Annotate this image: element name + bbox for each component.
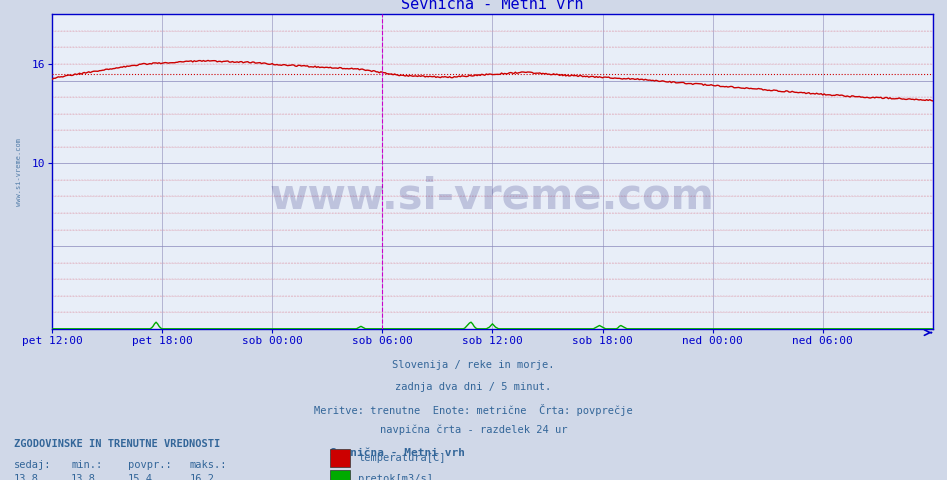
Text: Sevnična - Metni vrh: Sevnična - Metni vrh	[330, 448, 465, 458]
Text: povpr.:: povpr.:	[128, 459, 171, 469]
Text: Slovenija / reke in morje.: Slovenija / reke in morje.	[392, 360, 555, 370]
Bar	[330, 470, 350, 480]
Text: 16,2: 16,2	[189, 474, 214, 480]
Text: min.:: min.:	[71, 459, 102, 469]
Text: Meritve: trenutne  Enote: metrične  Črta: povprečje: Meritve: trenutne Enote: metrične Črta: …	[314, 404, 633, 416]
Text: 13,8: 13,8	[14, 474, 39, 480]
Title: Sevnična - Metni vrh: Sevnična - Metni vrh	[402, 0, 583, 12]
Text: pretok[m3/s]: pretok[m3/s]	[358, 474, 433, 480]
Text: 15,4: 15,4	[128, 474, 152, 480]
Text: sedaj:: sedaj:	[14, 459, 52, 469]
Text: www.si-vreme.com: www.si-vreme.com	[270, 176, 715, 218]
Bar	[330, 449, 350, 467]
Text: 13,8: 13,8	[71, 474, 96, 480]
Text: maks.:: maks.:	[189, 459, 227, 469]
Text: www.si-vreme.com: www.si-vreme.com	[15, 138, 22, 205]
Text: navpična črta - razdelek 24 ur: navpična črta - razdelek 24 ur	[380, 424, 567, 435]
Text: temperatura[C]: temperatura[C]	[358, 453, 445, 463]
Text: zadnja dva dni / 5 minut.: zadnja dva dni / 5 minut.	[396, 382, 551, 392]
Text: ZGODOVINSKE IN TRENUTNE VREDNOSTI: ZGODOVINSKE IN TRENUTNE VREDNOSTI	[14, 439, 221, 449]
